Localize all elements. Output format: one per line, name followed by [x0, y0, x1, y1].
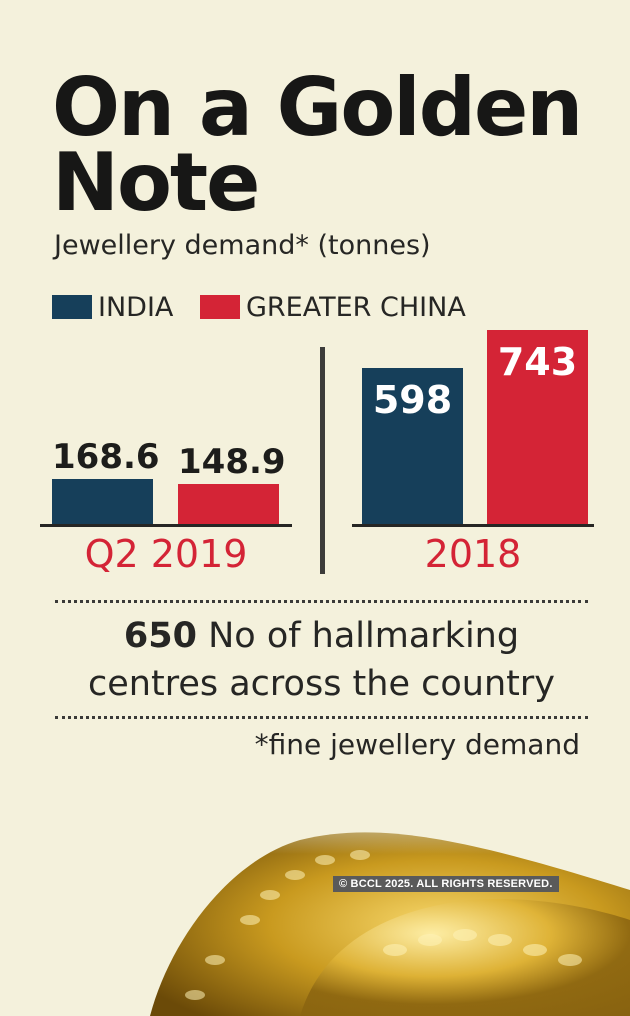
data-label-q2-2019-greater-china: 148.9	[178, 442, 286, 483]
gold-chain-image	[0, 800, 630, 1016]
legend-label-greater-china: GREATER CHINA	[246, 291, 466, 323]
category-label-q2-2019: Q2 2019	[84, 532, 248, 576]
dotted-divider-top	[55, 600, 588, 603]
bar-2018-greater-china	[487, 330, 588, 524]
legend-label-india: INDIA	[98, 291, 174, 323]
category-label-2018: 2018	[424, 532, 522, 576]
hallmarking-centres-count: 650	[123, 616, 197, 656]
chart-title-line-2: Note	[52, 136, 260, 229]
data-label-2018-greater-china: 743	[497, 340, 578, 384]
hallmarking-stat: 650 No of hallmarking centres across the…	[55, 612, 588, 708]
baseline-q2-2019	[40, 524, 292, 527]
hallmarking-stat-text: No of hallmarking centres across the cou…	[88, 616, 555, 704]
dotted-divider-bottom	[55, 716, 588, 719]
chart-subtitle: Jewellery demand* (tonnes)	[54, 230, 431, 261]
data-label-2018-india: 598	[372, 377, 453, 422]
data-label-q2-2019-india: 168.6	[52, 437, 160, 477]
legend-swatch-greater-china	[200, 295, 240, 319]
bar-q2-2019-india	[52, 479, 153, 524]
bar-q2-2019-greater-china	[178, 484, 279, 524]
chart-title-line-1: On a Golden	[52, 61, 583, 154]
copyright-notice: © BCCL 2025. ALL RIGHTS RESERVED.	[333, 876, 559, 892]
baseline-2018	[352, 524, 594, 527]
footnote: *fine jewellery demand	[254, 728, 580, 761]
bar-2018-india	[362, 367, 463, 524]
group-divider	[320, 347, 325, 574]
legend-item-greater-china: GREATER CHINA	[200, 290, 466, 324]
legend-item-india: INDIA	[52, 290, 173, 324]
legend-swatch-india	[52, 295, 92, 319]
